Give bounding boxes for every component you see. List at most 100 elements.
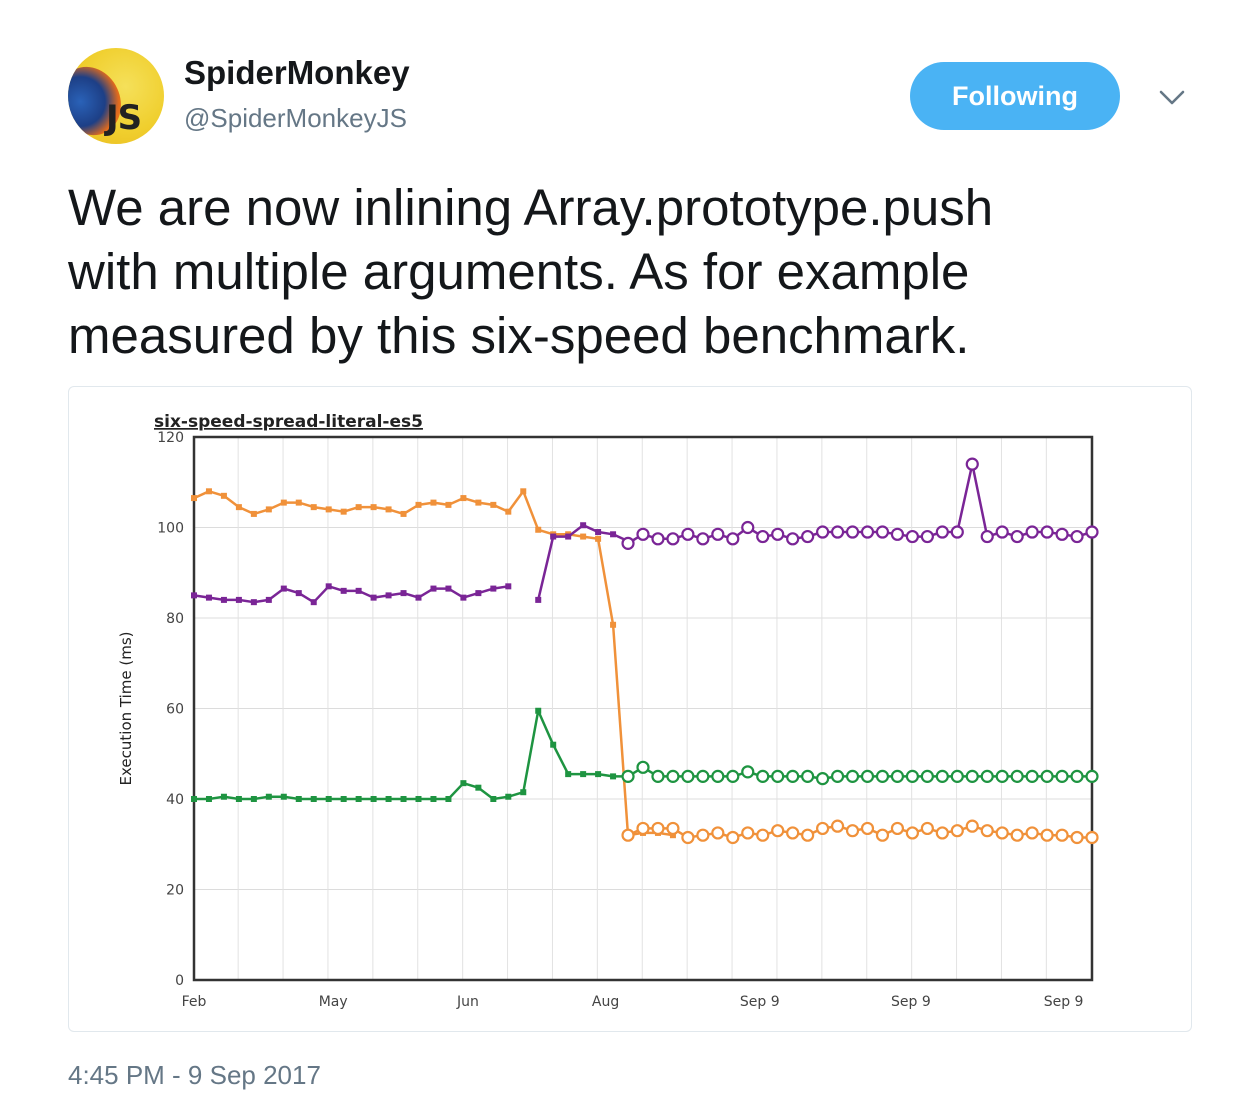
data-point xyxy=(1040,525,1054,539)
y-tick-label: 80 xyxy=(166,611,184,627)
x-tick-label: Sep 9 xyxy=(740,994,780,1010)
user-handle[interactable]: @SpiderMonkeyJS xyxy=(184,103,407,133)
data-point xyxy=(370,594,377,601)
data-point xyxy=(430,585,437,592)
data-point xyxy=(1055,527,1069,541)
tweet-text: We are now inlining Array.prototype.push… xyxy=(68,176,1198,368)
data-point xyxy=(505,583,512,590)
data-point xyxy=(696,532,710,546)
data-point xyxy=(520,789,527,796)
data-point xyxy=(726,769,740,783)
data-point xyxy=(875,828,890,842)
data-point xyxy=(875,769,890,783)
data-point xyxy=(580,771,587,778)
tweet-media-image[interactable]: 0 20 40 60 80 100 120 Feb May Jun Aug Sep 9 Sep 9 Sep… xyxy=(68,386,1192,1032)
data-point xyxy=(235,504,242,511)
data-point xyxy=(681,769,695,783)
data-point xyxy=(890,527,905,541)
chart-title: six-speed-spread-literal-es5 xyxy=(154,412,423,432)
data-point xyxy=(400,590,407,597)
data-point xyxy=(580,522,587,529)
data-point xyxy=(415,501,422,508)
data-point xyxy=(565,771,572,778)
data-point xyxy=(669,832,676,839)
y-tick-label: 120 xyxy=(157,430,184,446)
data-point xyxy=(340,587,347,594)
data-point xyxy=(860,821,875,836)
data-point xyxy=(505,793,512,800)
data-point xyxy=(621,769,635,783)
data-point xyxy=(741,765,755,779)
data-point xyxy=(801,828,815,842)
data-point xyxy=(205,488,212,495)
data-point xyxy=(995,826,1009,840)
data-point xyxy=(860,525,875,539)
data-point xyxy=(265,793,272,800)
data-point xyxy=(965,457,979,471)
data-point xyxy=(786,532,800,546)
data-point xyxy=(445,501,452,508)
avatar[interactable]: JS xyxy=(68,48,164,144)
y-tick-label: 100 xyxy=(157,521,184,537)
user-name[interactable]: SpiderMonkey xyxy=(184,54,410,91)
data-point xyxy=(666,821,680,836)
data-point xyxy=(550,533,557,540)
data-point xyxy=(830,769,845,783)
following-button[interactable]: Following xyxy=(910,62,1120,130)
data-point xyxy=(651,769,665,783)
data-point xyxy=(950,824,964,838)
data-point xyxy=(890,821,905,836)
tweet-timestamp[interactable]: 4:45 PM - 9 Sep 2017 xyxy=(68,1060,321,1090)
data-point xyxy=(666,532,680,546)
data-point xyxy=(845,525,860,539)
data-point xyxy=(636,760,650,774)
data-point xyxy=(610,531,617,538)
data-point xyxy=(1025,826,1039,840)
data-point xyxy=(520,488,527,495)
data-point xyxy=(460,780,467,787)
data-point xyxy=(460,495,467,502)
data-point xyxy=(220,596,227,603)
data-point xyxy=(1025,769,1039,783)
data-point xyxy=(385,506,392,513)
data-point xyxy=(771,824,785,838)
data-point xyxy=(490,796,497,802)
data-point xyxy=(726,830,740,845)
data-point xyxy=(535,596,542,603)
data-point xyxy=(550,741,557,748)
data-point xyxy=(995,769,1009,783)
data-point xyxy=(950,769,964,783)
data-point xyxy=(1025,525,1039,539)
data-point xyxy=(965,819,979,833)
data-point xyxy=(1055,828,1069,842)
data-point xyxy=(415,796,422,802)
data-point xyxy=(935,769,949,783)
data-point xyxy=(235,596,242,603)
chevron-down-icon[interactable] xyxy=(1158,86,1186,108)
data-point xyxy=(265,596,272,603)
data-point xyxy=(905,826,920,840)
data-point xyxy=(935,826,949,840)
data-point xyxy=(651,821,665,836)
data-point xyxy=(191,495,197,502)
data-point xyxy=(310,796,317,802)
data-point xyxy=(1040,828,1054,842)
data-point xyxy=(1010,769,1024,783)
data-point xyxy=(280,793,287,800)
data-point xyxy=(295,796,302,802)
data-point xyxy=(475,499,482,506)
data-point xyxy=(980,769,994,783)
data-point xyxy=(636,821,650,836)
data-point xyxy=(415,594,422,601)
series-line xyxy=(193,585,509,604)
data-point xyxy=(920,821,934,836)
data-point xyxy=(295,590,302,597)
data-point xyxy=(250,796,257,802)
data-point xyxy=(711,769,725,783)
data-point xyxy=(295,499,302,506)
data-point xyxy=(220,492,227,499)
data-point xyxy=(920,529,934,544)
data-point xyxy=(1070,769,1084,783)
data-point xyxy=(875,525,890,539)
x-tick-label: May xyxy=(319,994,348,1010)
